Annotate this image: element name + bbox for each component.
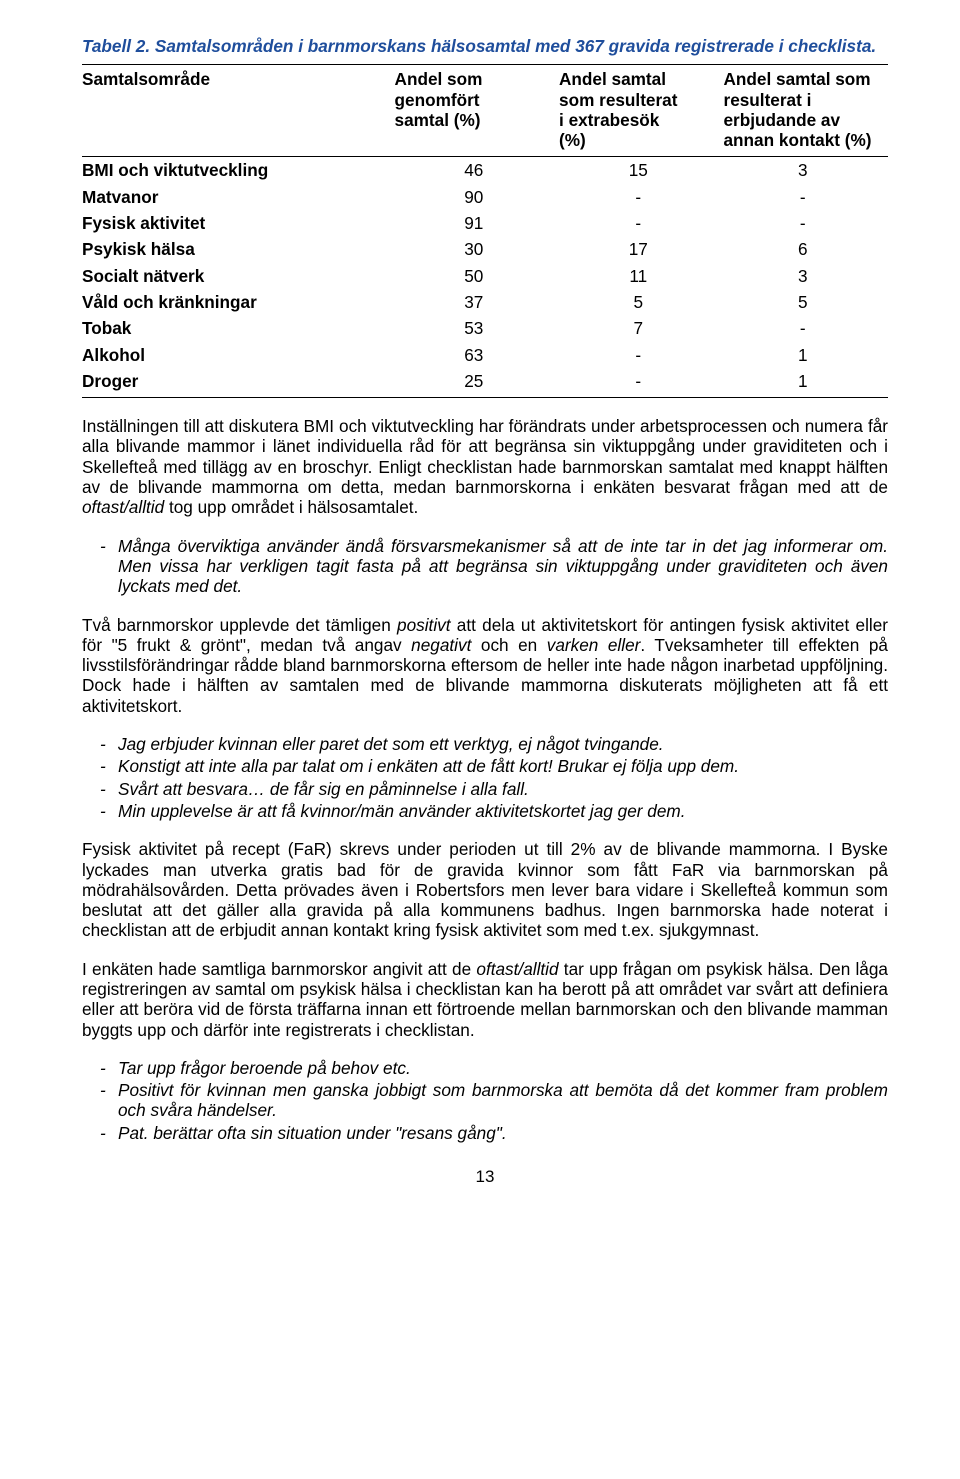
cell: 5 <box>724 289 889 315</box>
cell: 5 <box>559 289 723 315</box>
table-row: Socialt nätverk50113 <box>82 263 888 289</box>
paragraph-4: I enkäten hade samtliga barnmorskor angi… <box>82 959 888 1040</box>
table-row: Matvanor90-- <box>82 184 888 210</box>
cell: 25 <box>395 368 559 398</box>
col-header-2: Andel samtal som resulterat i extrabesök… <box>559 65 723 157</box>
col-header-1: Andel som genomfört samtal (%) <box>395 65 559 157</box>
list-item: Konstigt att inte alla par talat om i en… <box>100 756 888 776</box>
page-number: 13 <box>82 1167 888 1187</box>
list-item: Tar upp frågor beroende på behov etc. <box>100 1058 888 1078</box>
paragraph-1: Inställningen till att diskutera BMI och… <box>82 416 888 517</box>
cell: 1 <box>724 342 889 368</box>
cell: 53 <box>395 315 559 341</box>
cell: 6 <box>724 236 889 262</box>
row-label: BMI och viktutveckling <box>82 157 395 184</box>
cell: 30 <box>395 236 559 262</box>
table-row: BMI och viktutveckling46153 <box>82 157 888 184</box>
cell: 91 <box>395 210 559 236</box>
list-item: Många överviktiga använder ändå försvars… <box>100 536 888 597</box>
row-label: Alkohol <box>82 342 395 368</box>
quote-list-3: Tar upp frågor beroende på behov etc.Pos… <box>82 1058 888 1143</box>
list-item: Min upplevelse är att få kvinnor/män anv… <box>100 801 888 821</box>
cell: 90 <box>395 184 559 210</box>
cell: 63 <box>395 342 559 368</box>
data-table: Samtalsområde Andel som genomfört samtal… <box>82 64 888 398</box>
cell: - <box>724 210 889 236</box>
table-row: Våld och kränkningar3755 <box>82 289 888 315</box>
row-label: Psykisk hälsa <box>82 236 395 262</box>
col-header-3: Andel samtal som resulterat i erbjudande… <box>724 65 889 157</box>
paragraph-2: Två barnmorskor upplevde det tämligen po… <box>82 615 888 716</box>
cell: 11 <box>559 263 723 289</box>
row-label: Matvanor <box>82 184 395 210</box>
paragraph-3: Fysisk aktivitet på recept (FaR) skrevs … <box>82 839 888 940</box>
cell: 17 <box>559 236 723 262</box>
cell: 7 <box>559 315 723 341</box>
cell: 3 <box>724 263 889 289</box>
quote-list-2: Jag erbjuder kvinnan eller paret det som… <box>82 734 888 821</box>
table-row: Tobak537- <box>82 315 888 341</box>
cell: 3 <box>724 157 889 184</box>
row-label: Våld och kränkningar <box>82 289 395 315</box>
list-item: Svårt att besvara… de får sig en påminne… <box>100 779 888 799</box>
table-row: Alkohol63-1 <box>82 342 888 368</box>
col-header-0: Samtalsområde <box>82 65 395 157</box>
row-label: Socialt nätverk <box>82 263 395 289</box>
table-row: Fysisk aktivitet91-- <box>82 210 888 236</box>
cell: 37 <box>395 289 559 315</box>
cell: 50 <box>395 263 559 289</box>
quote-list-1: Många överviktiga använder ändå försvars… <box>82 536 888 597</box>
cell: - <box>724 315 889 341</box>
row-label: Tobak <box>82 315 395 341</box>
row-label: Droger <box>82 368 395 398</box>
cell: - <box>559 368 723 398</box>
row-label: Fysisk aktivitet <box>82 210 395 236</box>
cell: - <box>559 184 723 210</box>
table-row: Psykisk hälsa30176 <box>82 236 888 262</box>
cell: 1 <box>724 368 889 398</box>
list-item: Pat. berättar ofta sin situation under "… <box>100 1123 888 1143</box>
cell: - <box>559 342 723 368</box>
cell: 15 <box>559 157 723 184</box>
cell: - <box>724 184 889 210</box>
list-item: Positivt för kvinnan men ganska jobbigt … <box>100 1080 888 1121</box>
list-item: Jag erbjuder kvinnan eller paret det som… <box>100 734 888 754</box>
cell: - <box>559 210 723 236</box>
cell: 46 <box>395 157 559 184</box>
table-caption: Tabell 2. Samtalsområden i barnmorskans … <box>82 36 888 56</box>
table-row: Droger25-1 <box>82 368 888 398</box>
